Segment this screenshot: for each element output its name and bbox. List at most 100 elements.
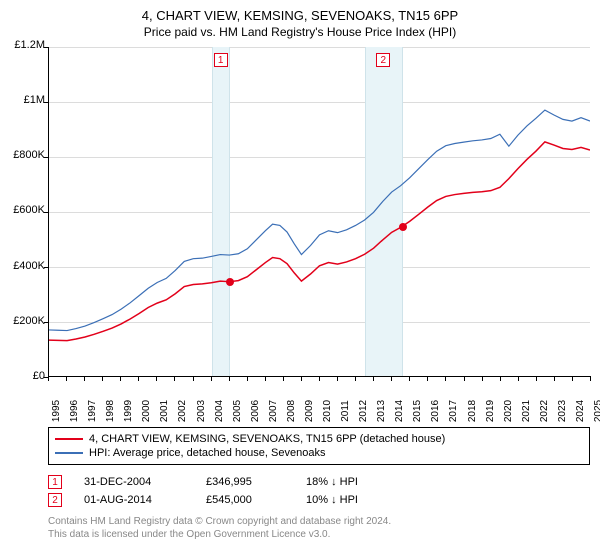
footnote-line2: This data is licensed under the Open Gov… [48, 528, 590, 541]
x-axis-label: 2025 [593, 400, 600, 422]
x-axis-label: 2013 [376, 400, 387, 422]
legend-label: 4, CHART VIEW, KEMSING, SEVENOAKS, TN15 … [89, 433, 445, 445]
x-axis-label: 2020 [503, 400, 514, 422]
x-axis-label: 2006 [250, 400, 261, 422]
x-tick [518, 376, 519, 381]
sale-row-date: 31-DEC-2004 [84, 476, 184, 488]
sale-marker-badge: 1 [214, 53, 228, 67]
legend: 4, CHART VIEW, KEMSING, SEVENOAKS, TN15 … [48, 427, 590, 465]
sale-row-diff: 10% ↓ HPI [306, 494, 396, 506]
x-axis-label: 2017 [448, 400, 459, 422]
x-axis-label: 2010 [322, 400, 333, 422]
x-tick [84, 376, 85, 381]
x-tick [265, 376, 266, 381]
x-axis-label: 2012 [358, 400, 369, 422]
x-tick [572, 376, 573, 381]
legend-swatch [55, 438, 83, 440]
x-axis-label: 2021 [521, 400, 532, 422]
series-line-hpi [49, 110, 590, 330]
sale-row-badge: 1 [48, 475, 62, 489]
x-tick [500, 376, 501, 381]
x-axis-label: 2024 [575, 400, 586, 422]
x-tick [229, 376, 230, 381]
x-tick [247, 376, 248, 381]
chart-subtitle: Price paid vs. HM Land Registry's House … [10, 25, 590, 39]
x-tick [445, 376, 446, 381]
title-block: 4, CHART VIEW, KEMSING, SEVENOAKS, TN15 … [0, 0, 600, 43]
x-axis-label: 1996 [69, 400, 80, 422]
y-axis-label: £0 [3, 370, 45, 382]
x-axis-label: 2005 [232, 400, 243, 422]
x-axis-label: 2009 [304, 400, 315, 422]
x-tick [48, 376, 49, 381]
x-axis-label: 2019 [485, 400, 496, 422]
x-axis-label: 2007 [268, 400, 279, 422]
x-tick [482, 376, 483, 381]
sales-table: 1 31-DEC-2004 £346,995 18% ↓ HPI 2 01-AUG-201… [48, 473, 590, 509]
chart-lines [49, 47, 590, 376]
x-tick [373, 376, 374, 381]
x-tick [211, 376, 212, 381]
x-tick [120, 376, 121, 381]
sale-row-diff: 18% ↓ HPI [306, 476, 396, 488]
sale-marker-dot [399, 223, 407, 231]
x-tick [554, 376, 555, 381]
y-axis-label: £200K [3, 315, 45, 327]
x-axis-label: 2008 [286, 400, 297, 422]
sale-marker-badge: 2 [376, 53, 390, 67]
y-axis-labels: £1.2M £1M £800K £600K £400K £200K £0 [3, 39, 45, 382]
sale-row-date: 01-AUG-2014 [84, 494, 184, 506]
x-tick [464, 376, 465, 381]
footnote: Contains HM Land Registry data © Crown c… [48, 515, 590, 541]
x-tick [301, 376, 302, 381]
legend-swatch [55, 452, 83, 454]
sale-row-badge: 2 [48, 493, 62, 507]
y-axis-label: £400K [3, 260, 45, 272]
x-tick [174, 376, 175, 381]
x-tick [102, 376, 103, 381]
x-tick [193, 376, 194, 381]
x-tick [319, 376, 320, 381]
x-tick [536, 376, 537, 381]
x-axis-label: 2023 [557, 400, 568, 422]
y-axis-label: £600K [3, 204, 45, 216]
chart-plot-area: £1.2M£1M£800K£600K£400K£200K£0 12 [48, 47, 590, 377]
x-axis-label: 2016 [430, 400, 441, 422]
x-axis-label: 2002 [177, 400, 188, 422]
x-tick [391, 376, 392, 381]
x-axis-label: 2022 [539, 400, 550, 422]
x-tick [138, 376, 139, 381]
sale-row-price: £346,995 [206, 476, 284, 488]
footnote-line1: Contains HM Land Registry data © Crown c… [48, 515, 590, 528]
x-axis: 1995 1996 1997 1998 1999 2000 2001 2002 2003 2004… [48, 377, 590, 421]
x-tick [283, 376, 284, 381]
legend-label: HPI: Average price, detached house, Seve… [89, 447, 325, 459]
sale-row-price: £545,000 [206, 494, 284, 506]
x-axis-label: 2003 [196, 400, 207, 422]
x-tick [337, 376, 338, 381]
legend-row: 4, CHART VIEW, KEMSING, SEVENOAKS, TN15 … [55, 432, 583, 446]
x-axis-label: 2004 [214, 400, 225, 422]
x-axis-label: 2000 [141, 400, 152, 422]
sale-row: 1 31-DEC-2004 £346,995 18% ↓ HPI [48, 473, 590, 491]
legend-row: HPI: Average price, detached house, Seve… [55, 446, 583, 460]
x-axis-label: 1997 [87, 400, 98, 422]
x-tick [355, 376, 356, 381]
chart-title: 4, CHART VIEW, KEMSING, SEVENOAKS, TN15 … [10, 8, 590, 23]
x-axis-label: 2001 [159, 400, 170, 422]
x-tick [427, 376, 428, 381]
x-tick [409, 376, 410, 381]
x-tick [156, 376, 157, 381]
y-axis-label: £800K [3, 149, 45, 161]
x-axis-label: 2014 [394, 400, 405, 422]
y-axis-label: £1.2M [3, 39, 45, 51]
x-axis-label: 1995 [51, 400, 62, 422]
x-tick [66, 376, 67, 381]
x-axis-label: 1998 [105, 400, 116, 422]
x-axis-label: 1999 [123, 400, 134, 422]
series-line-property [49, 142, 590, 341]
x-axis-label: 2018 [467, 400, 478, 422]
y-axis-label: £1M [3, 94, 45, 106]
x-axis-label: 2015 [412, 400, 423, 422]
x-tick [590, 376, 591, 381]
